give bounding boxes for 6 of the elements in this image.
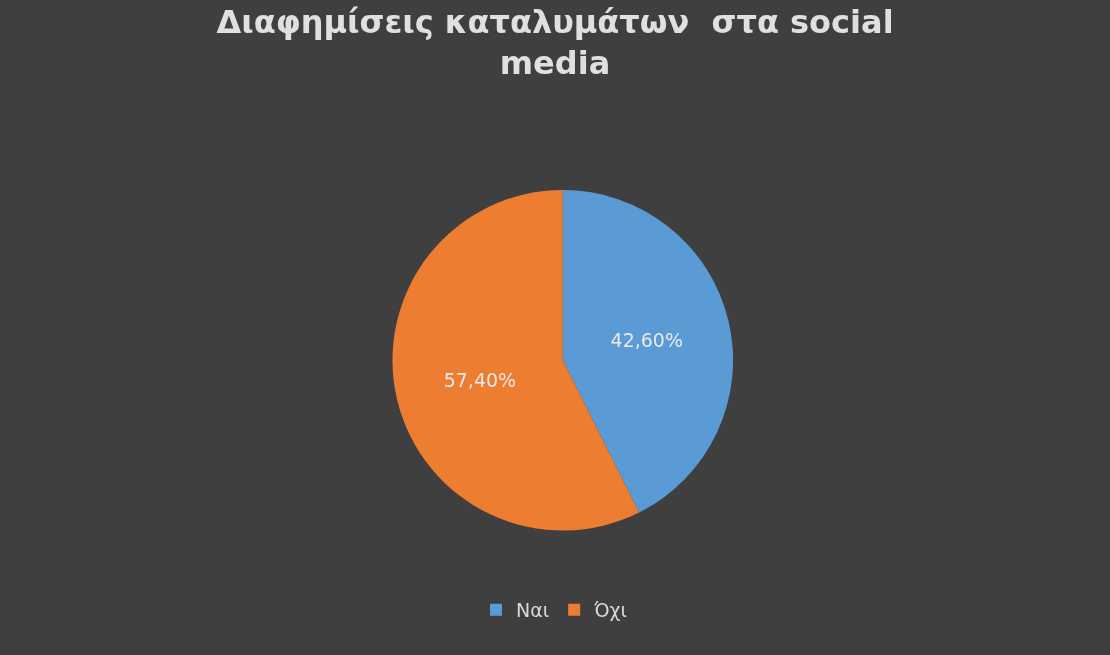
chart-title: Διαφημίσεις καταλυμάτων στα social media: [216, 2, 894, 83]
data-label: 42,60%: [610, 329, 683, 352]
legend-label: Όχι: [593, 599, 628, 622]
pie-slice: [562, 189, 733, 513]
legend-label: Ναι: [516, 599, 550, 622]
data-label: 57,40%: [443, 368, 517, 391]
